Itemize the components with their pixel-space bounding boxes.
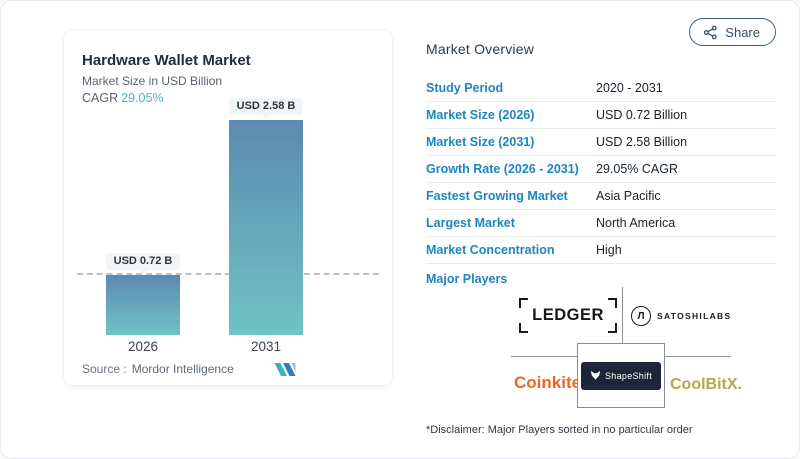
market-overview-panel: Market Overview Study Period 2020 - 2031… [426, 41, 776, 294]
row-label: Study Period [426, 81, 504, 95]
shapeshift-logo-text: ShapeShift [604, 370, 653, 381]
satoshilabs-logo: Л SATOSHILABS [631, 306, 731, 326]
chart-subtitle: Market Size in USD Billion [82, 74, 223, 88]
row-value: High [596, 243, 622, 257]
coolbitx-logo: CoolBitX. [670, 376, 742, 393]
row-label: Largest Market [426, 216, 515, 230]
x-axis-label-2031: 2031 [250, 339, 282, 354]
chart-title: Hardware Wallet Market [82, 52, 251, 69]
row-label: Fastest Growing Market [426, 189, 568, 203]
ledger-bracket-icon [608, 298, 617, 308]
table-row-market-concentration: Market Concentration High [426, 237, 776, 264]
ledger-logo: LEDGER [519, 298, 617, 333]
row-label: Market Size (2026) [426, 108, 535, 122]
source-row: Source : Mordor Intelligence [82, 362, 234, 376]
row-value: USD 0.72 Billion [596, 108, 688, 122]
table-row-major-players: Major Players [426, 264, 776, 294]
row-value: North America [596, 216, 676, 230]
row-label: Growth Rate (2026 - 2031) [426, 162, 579, 176]
coinkite-logo: Coinkite [514, 373, 582, 392]
row-value: 2020 - 2031 [596, 81, 663, 95]
reference-line [77, 273, 379, 275]
row-label: Major Players [426, 272, 508, 286]
ledger-logo-text: LEDGER [532, 306, 604, 324]
bar-2031 [229, 120, 303, 335]
bar-2026 [106, 275, 180, 335]
share-button-label: Share [725, 24, 760, 40]
cagr-label: CAGR [82, 91, 119, 105]
chart-cagr-line: CAGR 29.05% [82, 91, 164, 105]
source-label: Source : [82, 362, 127, 376]
ledger-bracket-icon [519, 298, 528, 308]
row-value: Asia Pacific [596, 189, 661, 203]
share-button[interactable]: Share [689, 18, 776, 46]
row-value: USD 2.58 Billion [596, 135, 688, 149]
disclaimer-text: *Disclaimer: Major Players sorted in no … [426, 424, 693, 436]
row-value: 29.05% CAGR [596, 162, 678, 176]
table-row-fastest-growing-market: Fastest Growing Market Asia Pacific [426, 183, 776, 210]
bar-value-label-2031: USD 2.58 B [229, 98, 303, 119]
mordor-intelligence-logo-icon [274, 363, 296, 376]
bar-value-label-2026: USD 0.72 B [106, 253, 180, 274]
ledger-bracket-icon [608, 323, 617, 333]
overview-title: Market Overview [426, 41, 535, 57]
table-row-growth-rate: Growth Rate (2026 - 2031) 29.05% CAGR [426, 156, 776, 183]
table-row-largest-market: Largest Market North America [426, 210, 776, 237]
share-icon [704, 25, 717, 39]
cagr-value: 29.05% [121, 91, 164, 105]
table-row-market-size-2026: Market Size (2026) USD 0.72 Billion [426, 102, 776, 129]
chart-card: Hardware Wallet Market Market Size in US… [63, 29, 393, 386]
ledger-bracket-icon [519, 323, 528, 333]
row-label: Market Concentration [426, 243, 555, 257]
shapeshift-cell: ShapeShift [577, 343, 665, 408]
satoshilabs-logo-text: SATOSHILABS [657, 311, 732, 321]
shapeshift-fox-icon [590, 370, 601, 380]
players-vertical-divider [622, 287, 623, 343]
shapeshift-logo: ShapeShift [581, 361, 661, 390]
table-row-study-period: Study Period 2020 - 2031 [426, 75, 776, 102]
satoshilabs-icon: Л [631, 306, 651, 326]
table-row-market-size-2031: Market Size (2031) USD 2.58 Billion [426, 129, 776, 156]
source-name: Mordor Intelligence [131, 362, 234, 376]
row-label: Market Size (2031) [426, 135, 535, 149]
bar-chart: USD 0.72 B USD 2.58 B 2026 2031 [64, 30, 392, 385]
x-axis-label-2026: 2026 [127, 339, 159, 354]
